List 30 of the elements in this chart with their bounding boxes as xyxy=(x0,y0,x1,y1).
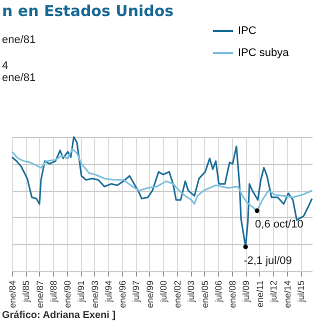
text: Gráfico: Adriana Exeni ] xyxy=(2,310,116,321)
x-tick-label: jul/15 xyxy=(296,280,306,304)
x-tick-label: jul/06 xyxy=(214,280,224,304)
x-tick-label: ene/02 xyxy=(172,280,182,308)
x-tick-label: ene/93 xyxy=(90,280,100,308)
x-tick-label: ene/90 xyxy=(62,280,72,308)
x-tick-label: jul/03 xyxy=(186,280,196,304)
legend-label: IPC xyxy=(238,25,256,37)
x-tick-label: ene/87 xyxy=(34,280,45,308)
x-tick-label: jul/97 xyxy=(131,280,142,304)
x-tick-label: jul/88 xyxy=(48,280,59,304)
x-tick-label: ene/14 xyxy=(282,280,292,308)
chart-title: n en Estados Unidos xyxy=(2,2,174,20)
x-tick-label: jul/00 xyxy=(158,280,169,304)
x-tick-label: ene/08 xyxy=(227,280,238,308)
legend-label: IPC subya xyxy=(238,47,290,59)
x-tick-label: jul/91 xyxy=(76,280,86,304)
x-tick-label: ene/96 xyxy=(117,280,128,308)
annotation: -2,1 jul/09 xyxy=(244,254,292,267)
x-tick-label: ene/05 xyxy=(200,280,210,308)
text: ene/81 xyxy=(2,34,36,46)
x-tick-label: jul/12 xyxy=(268,280,279,304)
x-tick-label: jul/09 xyxy=(241,280,252,304)
x-tick-label: ene/84 xyxy=(8,280,18,308)
x-tick-label: jul/85 xyxy=(21,280,32,304)
x-tick-label: jul/94 xyxy=(104,280,114,304)
x-tick-label: ene/11 xyxy=(254,280,265,308)
annotation: 0,6 oct/10 xyxy=(255,218,304,231)
text: 4 ene/81 xyxy=(2,60,36,84)
x-tick-label: ene/99 xyxy=(144,280,155,308)
